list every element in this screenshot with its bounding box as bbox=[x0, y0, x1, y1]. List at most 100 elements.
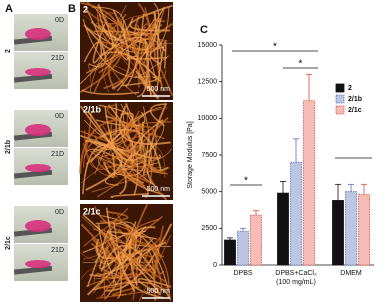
group-label: 2/1b bbox=[5, 140, 12, 154]
fiber bbox=[94, 135, 146, 170]
fiber bbox=[110, 192, 149, 199]
fiber bbox=[87, 46, 118, 72]
fiber bbox=[128, 226, 156, 286]
fiber bbox=[82, 18, 151, 78]
fiber bbox=[148, 58, 157, 98]
panel-label: A bbox=[5, 3, 13, 15]
fiber bbox=[102, 152, 116, 178]
photo-label: 21D bbox=[51, 55, 64, 62]
fiber bbox=[121, 232, 164, 299]
fiber bbox=[94, 139, 126, 152]
fiber bbox=[101, 36, 149, 56]
fiber bbox=[157, 66, 174, 96]
fiber bbox=[121, 125, 158, 168]
scale-bar-label: 500 nm bbox=[147, 86, 171, 93]
bar bbox=[332, 200, 344, 266]
fiber bbox=[156, 17, 162, 67]
bar bbox=[290, 161, 302, 266]
fiber bbox=[86, 229, 110, 287]
fiber bbox=[110, 239, 167, 283]
fiber bbox=[83, 208, 128, 247]
fiber bbox=[85, 9, 127, 25]
fiber bbox=[91, 171, 150, 193]
fiber bbox=[127, 55, 168, 60]
platform bbox=[13, 265, 53, 275]
y-tick-label: 10000 bbox=[198, 115, 218, 122]
fiber bbox=[147, 156, 156, 187]
photo-label: 0D bbox=[55, 209, 64, 216]
fiber bbox=[107, 231, 158, 240]
fiber bbox=[94, 206, 157, 249]
photo-label: 21D bbox=[51, 151, 64, 158]
fiber bbox=[99, 254, 163, 299]
photo-label: 0D bbox=[55, 17, 64, 24]
legend-label: 2 bbox=[348, 85, 352, 92]
fiber bbox=[96, 286, 172, 299]
x-tick-label: DMEM bbox=[340, 270, 362, 277]
bar bbox=[237, 230, 249, 266]
fiber bbox=[98, 51, 162, 83]
fiber bbox=[79, 118, 118, 174]
fiber bbox=[119, 162, 164, 196]
bar bbox=[250, 214, 262, 266]
fiber bbox=[93, 272, 116, 290]
platform bbox=[13, 169, 53, 179]
legend-label: 2/1b bbox=[348, 96, 362, 103]
x-tick-label: DPBS bbox=[233, 270, 252, 277]
fiber bbox=[153, 236, 164, 258]
fiber bbox=[81, 144, 166, 184]
legend-swatch bbox=[335, 94, 345, 104]
significance-star: * bbox=[299, 59, 303, 70]
bar bbox=[345, 191, 357, 266]
fiber bbox=[115, 134, 163, 175]
fiber bbox=[84, 139, 123, 191]
photo-label: 21D bbox=[51, 247, 64, 254]
y-tick-label: 12500 bbox=[198, 79, 218, 86]
hydrogel bbox=[25, 260, 51, 268]
platform bbox=[13, 73, 53, 83]
fiber bbox=[94, 133, 114, 175]
y-tick-label: 0 bbox=[213, 262, 217, 269]
fiber bbox=[80, 1, 120, 33]
image-label: 2/1c bbox=[83, 206, 101, 216]
y-tick-label: 15000 bbox=[198, 42, 218, 49]
scale-bar-label: 500 nm bbox=[147, 186, 171, 193]
fiber bbox=[100, 245, 156, 274]
photo-label: 0D bbox=[55, 113, 64, 120]
fiber bbox=[102, 125, 148, 178]
fiber bbox=[124, 116, 169, 156]
group-label: 2 bbox=[5, 49, 12, 53]
fiber bbox=[109, 131, 159, 163]
scale-bar-label: 500 nm bbox=[147, 288, 171, 295]
significance-star: * bbox=[244, 176, 248, 187]
fiber bbox=[84, 110, 93, 153]
fiber bbox=[82, 214, 155, 280]
fiber bbox=[79, 105, 144, 157]
fiber bbox=[113, 222, 122, 299]
group-label: 2/1c bbox=[5, 236, 12, 250]
fiber bbox=[118, 105, 171, 145]
fiber bbox=[104, 12, 118, 37]
fiber bbox=[82, 142, 136, 177]
fiber bbox=[105, 148, 172, 162]
fiber bbox=[92, 281, 171, 299]
bar bbox=[358, 194, 370, 266]
fiber bbox=[126, 25, 137, 57]
fiber bbox=[89, 244, 157, 277]
hydrogel bbox=[25, 164, 51, 172]
fiber bbox=[97, 15, 137, 96]
fiber bbox=[94, 277, 135, 296]
y-tick-label: 2500 bbox=[201, 225, 217, 232]
fiber bbox=[81, 89, 140, 95]
bar bbox=[277, 192, 289, 266]
hydrogel bbox=[25, 28, 51, 40]
fiber bbox=[90, 21, 126, 41]
fiber bbox=[105, 207, 130, 265]
legend-swatch bbox=[335, 105, 345, 115]
fiber bbox=[83, 15, 148, 91]
x-tick-label: (100 mg/mL) bbox=[276, 279, 316, 286]
y-axis-label: Storage Modulus [Pa] bbox=[187, 121, 194, 188]
x-tick-label: DPBS+CaCl₂ bbox=[275, 270, 317, 277]
panel-label: C bbox=[200, 24, 208, 36]
